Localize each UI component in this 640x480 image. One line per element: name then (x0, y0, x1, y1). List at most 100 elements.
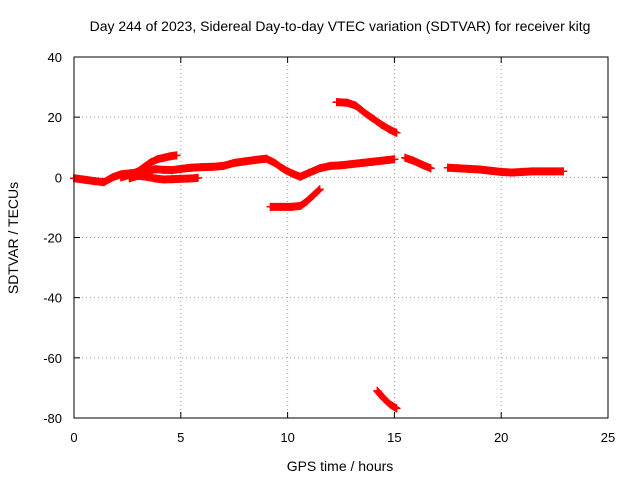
data-point (302, 197, 311, 206)
x-tick-label: 20 (494, 430, 508, 445)
data-point (358, 158, 367, 167)
y-tick-label: -60 (43, 351, 62, 366)
series-track-a (70, 154, 399, 187)
data-point (134, 171, 143, 180)
data-point (240, 157, 249, 166)
x-tick-label: 10 (280, 430, 294, 445)
y-tick-label: 20 (48, 110, 62, 125)
data-point (185, 174, 194, 183)
data-point (108, 173, 117, 182)
y-tick-label: 40 (48, 50, 62, 65)
data-point (497, 167, 506, 176)
data-point (287, 202, 296, 211)
series-track-g (401, 153, 435, 173)
data-point (251, 155, 260, 164)
data-point (518, 167, 527, 176)
data-point (277, 202, 286, 211)
data-point (270, 158, 279, 167)
x-tick-label: 5 (177, 430, 184, 445)
data-point (379, 394, 388, 403)
data-point (198, 163, 207, 172)
data-point (379, 156, 388, 165)
series-track-e (332, 98, 401, 137)
data-point (386, 125, 395, 134)
series-points (443, 163, 568, 177)
y-tick-label: -20 (43, 231, 62, 246)
tick-layer: 0 5 10 15 20 25 -80 -60 -40 -20 0 20 40 (43, 50, 615, 445)
data-point (409, 156, 418, 165)
data-point (347, 160, 356, 169)
data-point (373, 386, 382, 395)
data-point (426, 164, 435, 173)
data-point (351, 101, 360, 110)
data-point (151, 174, 160, 183)
data-point (360, 108, 369, 117)
data-point (454, 164, 463, 173)
series-track-h (443, 163, 568, 177)
data-point (193, 173, 202, 182)
data-point (369, 114, 378, 123)
data-point (315, 164, 324, 173)
data-point (142, 172, 151, 181)
data-point (343, 98, 352, 107)
data-point (377, 120, 386, 129)
data-point (176, 164, 185, 173)
data-point (296, 172, 305, 181)
data-point (168, 175, 177, 184)
y-tick-label: 0 (55, 170, 62, 185)
data-point (392, 128, 401, 137)
data-point (559, 167, 568, 176)
data-point (116, 173, 125, 182)
data-point (99, 178, 108, 187)
y-axis-label: SDTVAR / TECUs (5, 182, 21, 294)
data-point (465, 164, 474, 173)
data-point (304, 168, 313, 177)
data-point (315, 185, 324, 194)
data-point (166, 152, 175, 161)
data-point (550, 167, 559, 176)
data-point (168, 166, 177, 175)
data-point (176, 174, 185, 183)
data-point (159, 175, 168, 184)
data-point (486, 166, 495, 175)
series-points (401, 153, 435, 173)
data-point (266, 202, 275, 211)
data-point (159, 165, 168, 174)
series-track-b (116, 151, 181, 182)
data-point (392, 404, 401, 413)
data-point (208, 162, 217, 171)
data-point (287, 169, 296, 178)
data-point (475, 165, 484, 174)
data-point (507, 168, 516, 177)
data-point (386, 400, 395, 409)
data-point (140, 162, 149, 171)
data-point (337, 161, 345, 170)
series-track-d (266, 185, 324, 211)
data-point (390, 155, 399, 164)
data-point (91, 177, 100, 186)
series-layer (70, 98, 568, 413)
x-tick-label: 15 (387, 430, 401, 445)
chart-title: Day 244 of 2023, Sidereal Day-to-day VTE… (90, 18, 591, 34)
grid-layer (74, 57, 608, 418)
data-point (332, 98, 341, 107)
data-point (153, 155, 162, 164)
data-point (279, 164, 288, 173)
series-track-f (373, 386, 401, 413)
x-tick-label: 25 (601, 430, 615, 445)
plot-frame (73, 56, 609, 419)
x-axis-label: GPS time / hours (287, 458, 394, 474)
data-point (159, 153, 168, 162)
data-point (172, 151, 181, 160)
data-point (539, 167, 548, 176)
data-point (187, 163, 196, 172)
data-point (125, 174, 134, 183)
data-point (230, 158, 239, 167)
x-tick-label: 0 (70, 430, 77, 445)
data-point (146, 158, 155, 167)
y-tick-label: -80 (43, 411, 62, 426)
data-point (369, 157, 378, 166)
data-point (262, 154, 271, 163)
data-point (326, 161, 335, 170)
